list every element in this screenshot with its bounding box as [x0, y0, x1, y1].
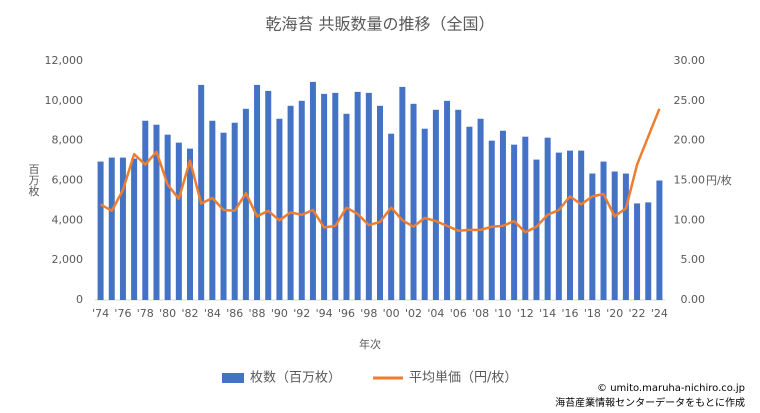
x-tick-label: '02 — [405, 307, 422, 320]
x-tick-label: '20 — [606, 307, 623, 320]
y2-tick-label: 25.00 — [674, 94, 706, 107]
bar — [354, 91, 361, 300]
bar — [388, 133, 395, 300]
bar — [455, 109, 462, 300]
bar — [522, 136, 529, 300]
bar — [220, 132, 227, 300]
bar — [600, 161, 607, 300]
x-tick-label: '74 — [92, 307, 109, 320]
bar — [622, 173, 629, 300]
bar — [276, 118, 283, 300]
bar — [332, 92, 339, 300]
bar — [108, 157, 115, 300]
x-tick-label: '10 — [494, 307, 511, 320]
bar — [365, 92, 372, 300]
bar — [142, 120, 149, 300]
bar — [164, 134, 171, 300]
bar — [321, 93, 328, 300]
x-tick-label: '86 — [226, 307, 243, 320]
bar — [432, 109, 439, 300]
x-axis-title: 年次 — [359, 337, 381, 351]
bar — [410, 103, 417, 300]
bar — [421, 128, 428, 300]
legend-label: 枚数（百万枚） — [250, 371, 341, 386]
x-tick-label: '06 — [450, 307, 467, 320]
y-tick-label: 0 — [76, 293, 83, 306]
bar — [634, 203, 641, 300]
credit: 海苔産業情報センターデータをもとに作成 — [555, 396, 745, 409]
bar — [265, 90, 272, 300]
x-tick-label: '90 — [271, 307, 288, 320]
bar — [555, 152, 562, 300]
bar — [298, 100, 305, 300]
x-tick-label: '22 — [629, 307, 646, 320]
x-tick-label: '18 — [584, 307, 601, 320]
x-tick-label: '94 — [316, 307, 333, 320]
y2-tick-label: 10.00 — [674, 213, 706, 226]
bar — [578, 150, 585, 300]
bar — [287, 105, 294, 300]
y-tick-label: 2,000 — [52, 253, 84, 266]
bar — [544, 137, 551, 300]
x-tick-label: '98 — [360, 307, 377, 320]
bar — [444, 100, 451, 300]
bar — [611, 171, 618, 300]
y-tick-label: 10,000 — [45, 94, 84, 107]
bar — [153, 124, 160, 300]
bar — [399, 86, 406, 301]
x-tick-label: '08 — [472, 307, 489, 320]
bar — [97, 161, 104, 300]
y-tick-label: 4,000 — [52, 213, 84, 226]
legend-label: 平均単価（円/枚） — [409, 370, 517, 386]
bar — [589, 173, 596, 300]
bar — [209, 120, 216, 300]
y2-axis-title: 円/枚 — [706, 173, 732, 187]
y2-tick-label: 30.00 — [674, 54, 706, 67]
x-tick-label: '82 — [181, 307, 198, 320]
x-tick-label: '88 — [249, 307, 266, 320]
bar — [198, 84, 205, 301]
bar — [488, 140, 495, 300]
y2-tick-label: 0.00 — [681, 293, 706, 306]
x-tick-label: '14 — [539, 307, 556, 320]
y-tick-label: 6,000 — [52, 174, 84, 187]
bar — [645, 202, 652, 300]
bar — [242, 108, 249, 300]
x-tick-label: '78 — [137, 307, 154, 320]
credit: © umito.maruha-nichiro.co.jp — [597, 383, 745, 394]
x-tick-label: '04 — [427, 307, 444, 320]
bar — [567, 150, 573, 300]
x-tick-label: '92 — [293, 307, 310, 320]
bar — [466, 126, 473, 300]
bar — [377, 105, 383, 300]
x-tick-label: '16 — [561, 307, 578, 320]
bar — [533, 159, 540, 300]
y2-tick-label: 15.00 — [674, 174, 706, 187]
bar — [175, 142, 182, 300]
legend-swatch — [222, 373, 244, 383]
bar — [119, 157, 126, 300]
y-tick-label: 12,000 — [45, 54, 84, 67]
x-tick-label: '24 — [651, 307, 668, 320]
bar — [499, 130, 506, 300]
x-tick-label: '12 — [517, 307, 534, 320]
x-tick-label: '80 — [159, 307, 176, 320]
x-tick-label: '76 — [114, 307, 131, 320]
chart-title: 乾海苔 共販数量の推移（全国） — [265, 15, 494, 34]
y-axis-title: 百万枚 — [27, 164, 40, 198]
bar — [477, 118, 484, 300]
line — [99, 108, 661, 234]
y2-tick-label: 20.00 — [674, 134, 706, 147]
x-tick-label: '96 — [338, 307, 355, 320]
x-tick-label: '00 — [383, 307, 400, 320]
x-tick-label: '84 — [204, 307, 221, 320]
bar — [187, 148, 193, 300]
bar — [309, 81, 316, 300]
bar — [131, 158, 138, 300]
y-tick-label: 8,000 — [52, 134, 84, 147]
bar — [254, 84, 261, 301]
y2-tick-label: 5.00 — [681, 253, 706, 266]
bar — [656, 180, 663, 300]
